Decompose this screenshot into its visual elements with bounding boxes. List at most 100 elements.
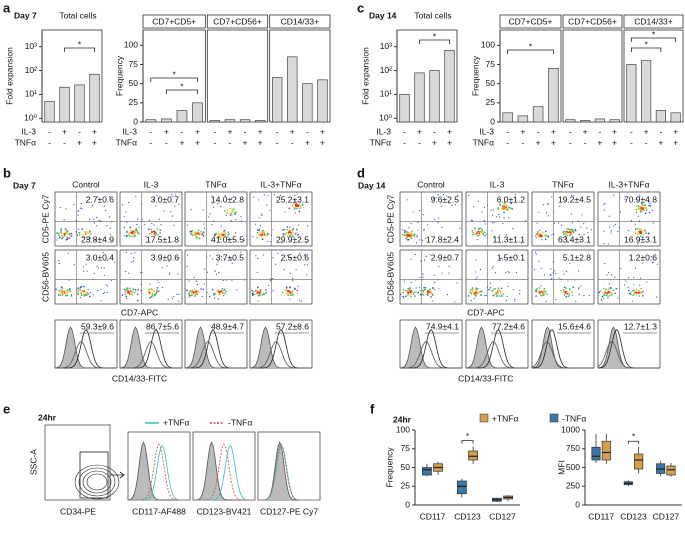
event-dot xyxy=(608,288,610,290)
panel-label: f xyxy=(370,401,375,416)
event-dot xyxy=(106,292,108,294)
event-dot xyxy=(515,272,518,274)
event-dot xyxy=(643,206,646,208)
event-dot xyxy=(234,210,237,213)
event-dot xyxy=(608,283,610,285)
event-dot xyxy=(292,277,294,279)
event-dot xyxy=(106,285,109,287)
event-dot xyxy=(97,267,99,269)
event-dot xyxy=(405,230,407,233)
event-dot xyxy=(566,228,568,230)
event-dot xyxy=(289,256,291,259)
event-dot xyxy=(285,232,287,234)
event-dot xyxy=(268,284,270,287)
event-dot xyxy=(260,233,263,236)
event-dot xyxy=(65,229,68,232)
event-dot xyxy=(220,205,222,208)
event-dot xyxy=(92,205,94,207)
condition-value: + xyxy=(597,137,602,147)
event-dot xyxy=(290,232,293,234)
event-dot xyxy=(610,293,613,296)
event-dot xyxy=(482,234,485,236)
event-dot xyxy=(166,265,168,267)
event-dot xyxy=(94,239,97,241)
condition-value: + xyxy=(551,126,556,136)
event-dot xyxy=(474,229,476,232)
event-dot xyxy=(209,296,211,298)
event-dot xyxy=(555,298,557,301)
event-dot xyxy=(473,292,476,295)
event-dot xyxy=(637,215,639,217)
event-dot xyxy=(292,280,294,282)
plot-frame xyxy=(465,191,529,247)
event-dot xyxy=(403,280,406,282)
quadrant-label: 14.0±2.8 xyxy=(211,194,244,204)
event-dot xyxy=(569,288,571,290)
event-dot xyxy=(261,232,264,234)
event-dot xyxy=(560,224,563,226)
event-dot xyxy=(229,207,232,210)
event-dot xyxy=(492,209,494,211)
histogram-label: 59.3±9.6 xyxy=(81,321,114,331)
event-dot xyxy=(570,232,573,234)
event-dot xyxy=(639,205,642,208)
event-dot xyxy=(646,281,648,283)
event-dot xyxy=(89,295,91,298)
event-dot xyxy=(156,291,158,293)
time-label: 24hr xyxy=(393,414,412,424)
event-dot xyxy=(602,287,605,290)
event-dot xyxy=(495,216,498,218)
y-tick-label: 10³ xyxy=(380,41,392,51)
event-dot xyxy=(471,287,474,289)
event-dot xyxy=(287,294,289,297)
event-dot xyxy=(541,231,544,234)
event-dot xyxy=(136,293,139,296)
plot-frame xyxy=(119,191,183,247)
event-dot xyxy=(603,298,605,300)
chart-title: Total cells xyxy=(59,10,96,20)
event-dot xyxy=(571,294,573,296)
event-dot xyxy=(223,229,226,232)
event-dot xyxy=(218,233,221,235)
plot-frame xyxy=(184,191,248,247)
event-dot xyxy=(483,220,485,222)
event-dot xyxy=(269,241,272,243)
significance-mark: * xyxy=(433,31,437,41)
event-dot xyxy=(425,255,427,258)
significance-mark: * xyxy=(529,41,533,51)
x-tick-label: CD117 xyxy=(420,511,446,521)
event-dot xyxy=(224,194,226,197)
event-dot xyxy=(401,233,404,236)
event-dot xyxy=(422,294,425,296)
event-dot xyxy=(651,262,653,264)
event-dot xyxy=(293,206,295,209)
column-header: IL-3+TNFα xyxy=(608,179,649,189)
event-dot xyxy=(538,260,540,263)
event-dot xyxy=(505,271,507,274)
event-dot xyxy=(542,294,544,296)
event-dot xyxy=(283,234,285,237)
event-dot xyxy=(295,268,297,271)
event-dot xyxy=(568,231,570,233)
event-dot xyxy=(130,231,132,234)
condition-value: - xyxy=(645,137,648,147)
event-dot xyxy=(132,229,134,232)
event-dot xyxy=(223,289,225,292)
event-dot xyxy=(124,290,126,292)
event-dot xyxy=(476,288,478,290)
event-dot xyxy=(153,231,156,233)
box xyxy=(666,465,676,476)
event-dot xyxy=(206,271,208,273)
event-dot xyxy=(187,224,189,226)
event-dot xyxy=(270,280,272,282)
event-dot xyxy=(290,234,293,236)
y-tick-label: 10² xyxy=(380,65,392,75)
event-dot xyxy=(80,203,83,205)
event-dot xyxy=(300,300,303,302)
event-dot xyxy=(296,203,298,206)
event-dot xyxy=(422,291,425,294)
event-dot xyxy=(307,240,309,243)
event-dot xyxy=(430,291,432,293)
event-dot xyxy=(222,294,225,297)
column-header: Control xyxy=(417,179,445,189)
